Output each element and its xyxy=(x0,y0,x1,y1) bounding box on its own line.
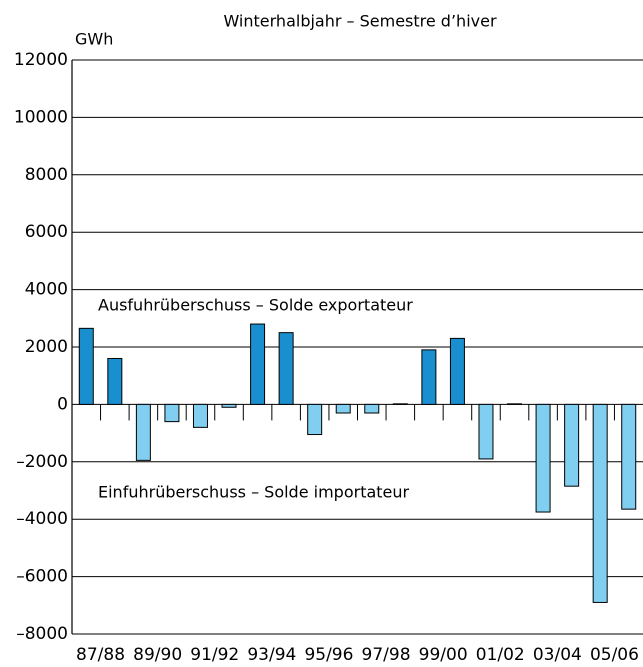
y-tick-label: 6000 xyxy=(25,222,68,242)
bar xyxy=(421,349,437,405)
bar xyxy=(392,403,408,405)
bar xyxy=(592,403,608,603)
bar xyxy=(478,403,494,460)
bar xyxy=(564,403,580,487)
y-tick-label: 4000 xyxy=(25,280,68,300)
x-tick-label: 99/00 xyxy=(419,645,468,665)
x-tick-label: 89/90 xyxy=(133,645,182,665)
y-tick-label: –6000 xyxy=(16,567,68,587)
bar xyxy=(250,323,266,405)
annotation: Einfuhrüberschuss – Solde importateur xyxy=(98,483,410,502)
bar xyxy=(507,403,523,405)
x-tick-label: 95/96 xyxy=(304,645,353,665)
bar xyxy=(364,403,380,414)
bar xyxy=(192,403,208,428)
x-tick-label: 05/06 xyxy=(590,645,639,665)
bar xyxy=(278,332,294,405)
bar xyxy=(78,327,94,405)
x-tick-label: 01/02 xyxy=(476,645,525,665)
bar xyxy=(221,403,237,408)
x-tick-label: 93/94 xyxy=(247,645,296,665)
bar xyxy=(621,403,637,510)
bar xyxy=(107,357,123,405)
y-tick-label: 8000 xyxy=(25,165,68,185)
x-tick-label: 91/92 xyxy=(190,645,239,665)
bar xyxy=(335,403,351,414)
bar xyxy=(135,403,151,461)
annotation: Ausfuhrüberschuss – Solde exportateur xyxy=(98,296,413,315)
bar xyxy=(535,403,551,513)
y-axis-label: GWh xyxy=(75,30,113,49)
y-tick-label: –8000 xyxy=(16,624,68,644)
y-tick-label: 10000 xyxy=(14,107,68,127)
x-tick-label: 87/88 xyxy=(76,645,125,665)
y-tick-label: –4000 xyxy=(16,509,68,529)
bar xyxy=(449,337,465,405)
y-tick-label: 2000 xyxy=(25,337,68,357)
plot xyxy=(71,59,643,635)
bar xyxy=(307,403,323,436)
y-tick-label: 0 xyxy=(57,394,68,414)
y-tick-label: 12000 xyxy=(14,50,68,70)
bar xyxy=(164,403,180,423)
y-tick-label: –2000 xyxy=(16,452,68,472)
x-tick-label: 97/98 xyxy=(362,645,411,665)
x-tick-label: 03/04 xyxy=(533,645,582,665)
chart-title: Winterhalbjahr – Semestre d’hiver xyxy=(223,12,496,31)
